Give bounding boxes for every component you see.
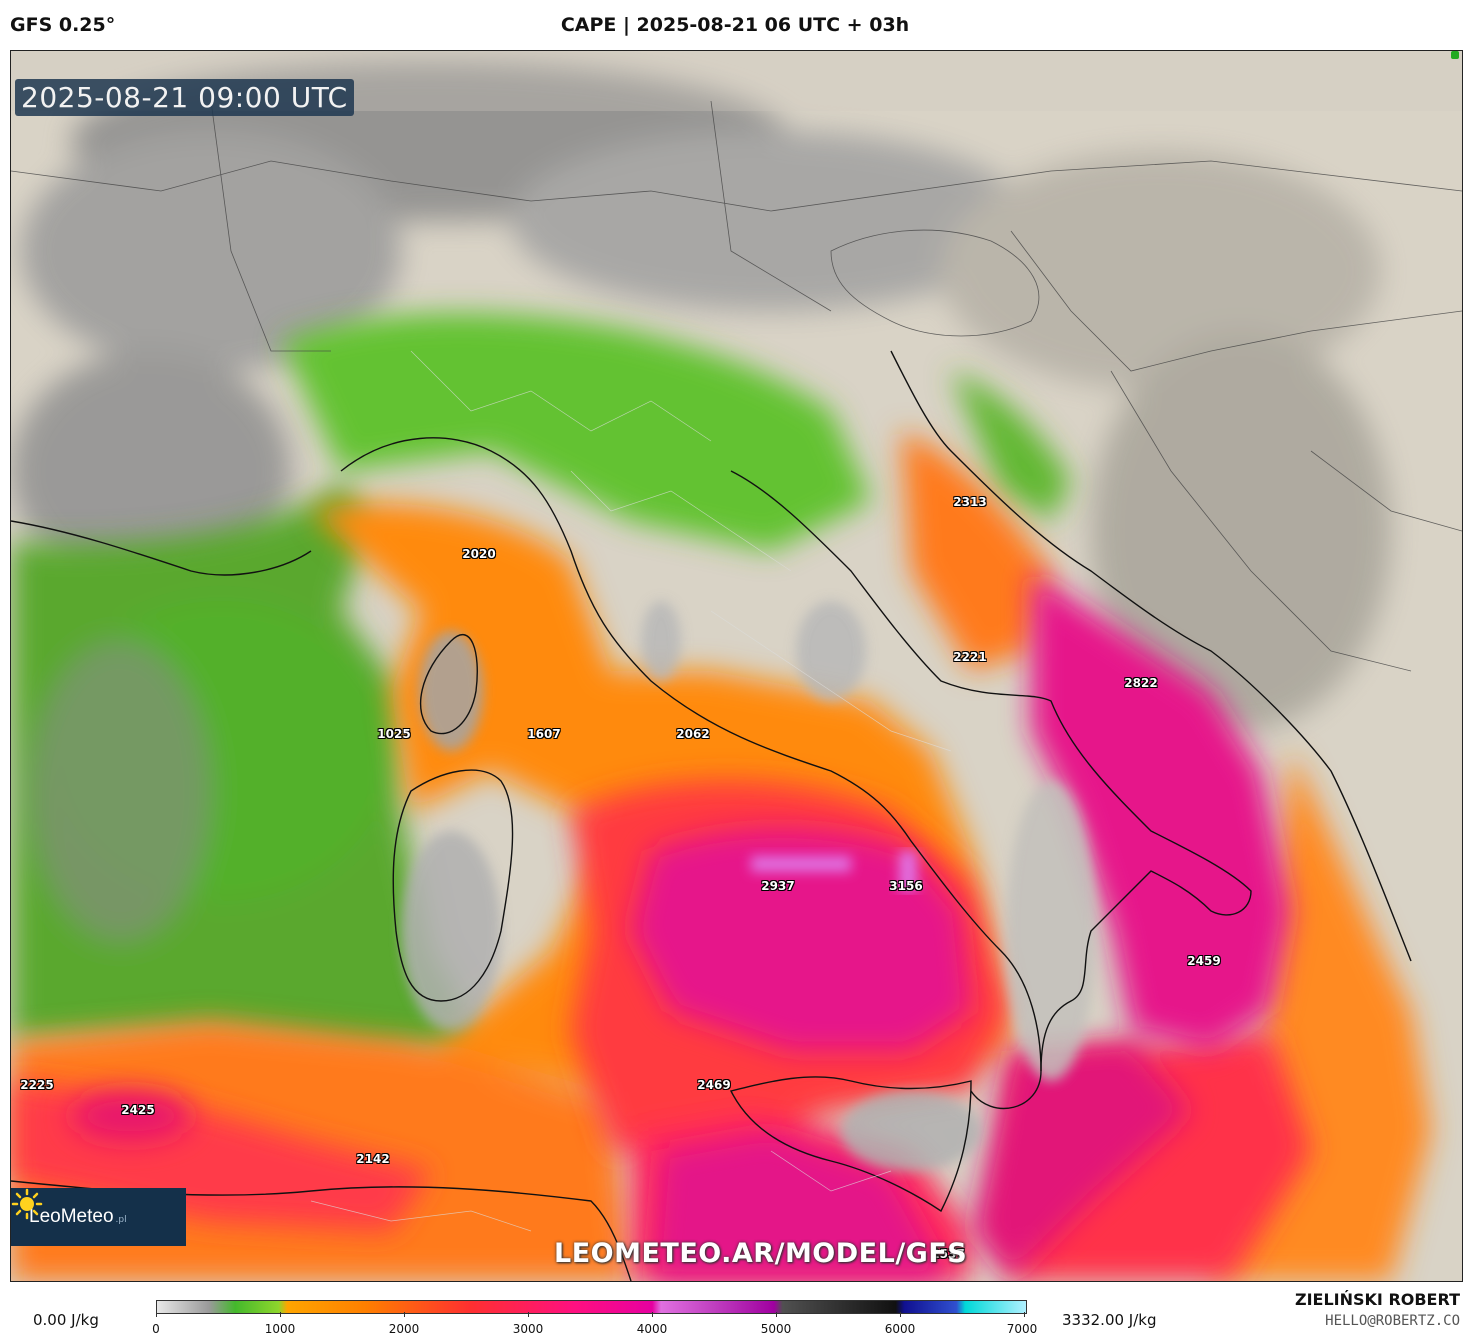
scale-tick-label: 6000 [884, 1322, 916, 1336]
cape-map[interactable]: 2025-08-21 09:00 UTC 2313 2020 2221 2822… [10, 50, 1463, 1282]
valid-time-label: 2025-08-21 09:00 UTC [15, 79, 354, 116]
scale-tick-label: 4000 [636, 1322, 668, 1336]
cape-value-label: 2225 [20, 1078, 54, 1092]
map-canvas [11, 51, 1462, 1281]
scale-tick-mark [652, 1312, 653, 1317]
cape-value-label: 2020 [462, 547, 496, 561]
corner-marker [1451, 51, 1459, 59]
model-name: GFS 0.25° [10, 14, 116, 36]
scale-tick-mark [776, 1312, 777, 1317]
scale-tick-label: 0 [152, 1322, 160, 1336]
cape-value-label: 2425 [121, 1103, 155, 1117]
cape-value-label: 2062 [676, 727, 710, 741]
cape-value-label: 2822 [1124, 676, 1158, 690]
scale-tick-mark [156, 1312, 157, 1317]
scale-tick-label: 3000 [512, 1322, 544, 1336]
source-url-watermark: LEOMETEO.AR/MODEL/GFS [554, 1238, 968, 1269]
cape-value-label: 2469 [697, 1078, 731, 1092]
cape-value-label: 2221 [953, 650, 987, 664]
scale-tick-label: 1000 [264, 1322, 296, 1336]
scale-tick-label: 7000 [1006, 1322, 1038, 1336]
cape-value-label: 2537 [931, 1247, 965, 1261]
chart-title: CAPE | 2025-08-21 06 UTC + 03h [560, 14, 910, 36]
leometeo-logo[interactable]: LeoMeteo .pl [11, 1188, 186, 1246]
legend-max-label: 3332.00 J/kg [1062, 1311, 1157, 1329]
author-name: ZIELIŃSKI ROBERT [1294, 1290, 1460, 1309]
scale-tick-label: 2000 [388, 1322, 420, 1336]
cape-value-label: 2459 [1187, 954, 1221, 968]
cape-value-label: 1607 [527, 727, 561, 741]
cape-value-label: 3156 [889, 879, 923, 893]
scale-tick-mark [280, 1312, 281, 1317]
logo-suffix: .pl [115, 1215, 127, 1225]
cape-value-label: 2937 [761, 879, 795, 893]
scale-tick-mark [528, 1312, 529, 1317]
cape-value-label: 2313 [953, 495, 987, 509]
scale-tick-mark [404, 1312, 405, 1317]
scale-tick-mark [1024, 1312, 1025, 1317]
color-scale-bar [156, 1300, 1027, 1314]
cape-value-label: 1025 [377, 727, 411, 741]
legend-min-label: 0.00 J/kg [33, 1311, 99, 1329]
cape-value-label: 2142 [356, 1152, 390, 1166]
scale-tick-label: 5000 [760, 1322, 792, 1336]
logo-text: LeoMeteo [29, 1206, 114, 1227]
author-email[interactable]: HELLO@ROBERTZ.CO [1325, 1313, 1460, 1329]
scale-tick-mark [900, 1312, 901, 1317]
